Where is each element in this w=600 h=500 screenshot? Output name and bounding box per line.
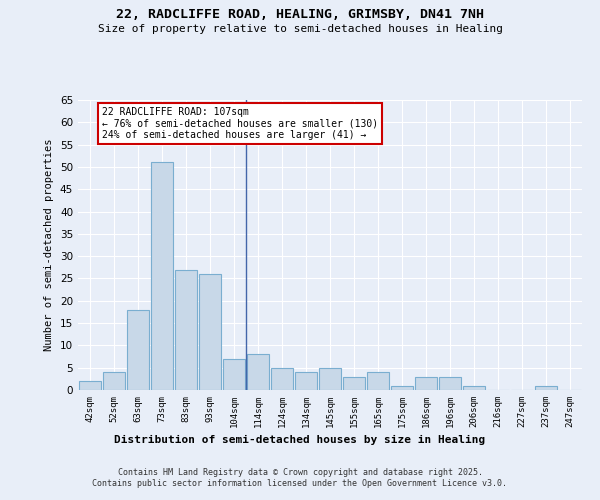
- Bar: [199, 274, 221, 390]
- Bar: [367, 372, 389, 390]
- Bar: [271, 368, 293, 390]
- Text: Size of property relative to semi-detached houses in Healing: Size of property relative to semi-detach…: [97, 24, 503, 34]
- Bar: [223, 359, 245, 390]
- Text: Contains HM Land Registry data © Crown copyright and database right 2025.
Contai: Contains HM Land Registry data © Crown c…: [92, 468, 508, 487]
- Bar: [151, 162, 173, 390]
- Bar: [439, 376, 461, 390]
- Bar: [247, 354, 269, 390]
- Bar: [79, 381, 101, 390]
- Text: 22 RADCLIFFE ROAD: 107sqm
← 76% of semi-detached houses are smaller (130)
24% of: 22 RADCLIFFE ROAD: 107sqm ← 76% of semi-…: [102, 106, 378, 140]
- Bar: [103, 372, 125, 390]
- Bar: [415, 376, 437, 390]
- Bar: [463, 386, 485, 390]
- Bar: [319, 368, 341, 390]
- Text: Distribution of semi-detached houses by size in Healing: Distribution of semi-detached houses by …: [115, 435, 485, 445]
- Bar: [535, 386, 557, 390]
- Bar: [175, 270, 197, 390]
- Text: 22, RADCLIFFE ROAD, HEALING, GRIMSBY, DN41 7NH: 22, RADCLIFFE ROAD, HEALING, GRIMSBY, DN…: [116, 8, 484, 20]
- Bar: [391, 386, 413, 390]
- Bar: [127, 310, 149, 390]
- Bar: [343, 376, 365, 390]
- Bar: [295, 372, 317, 390]
- Y-axis label: Number of semi-detached properties: Number of semi-detached properties: [44, 138, 55, 352]
